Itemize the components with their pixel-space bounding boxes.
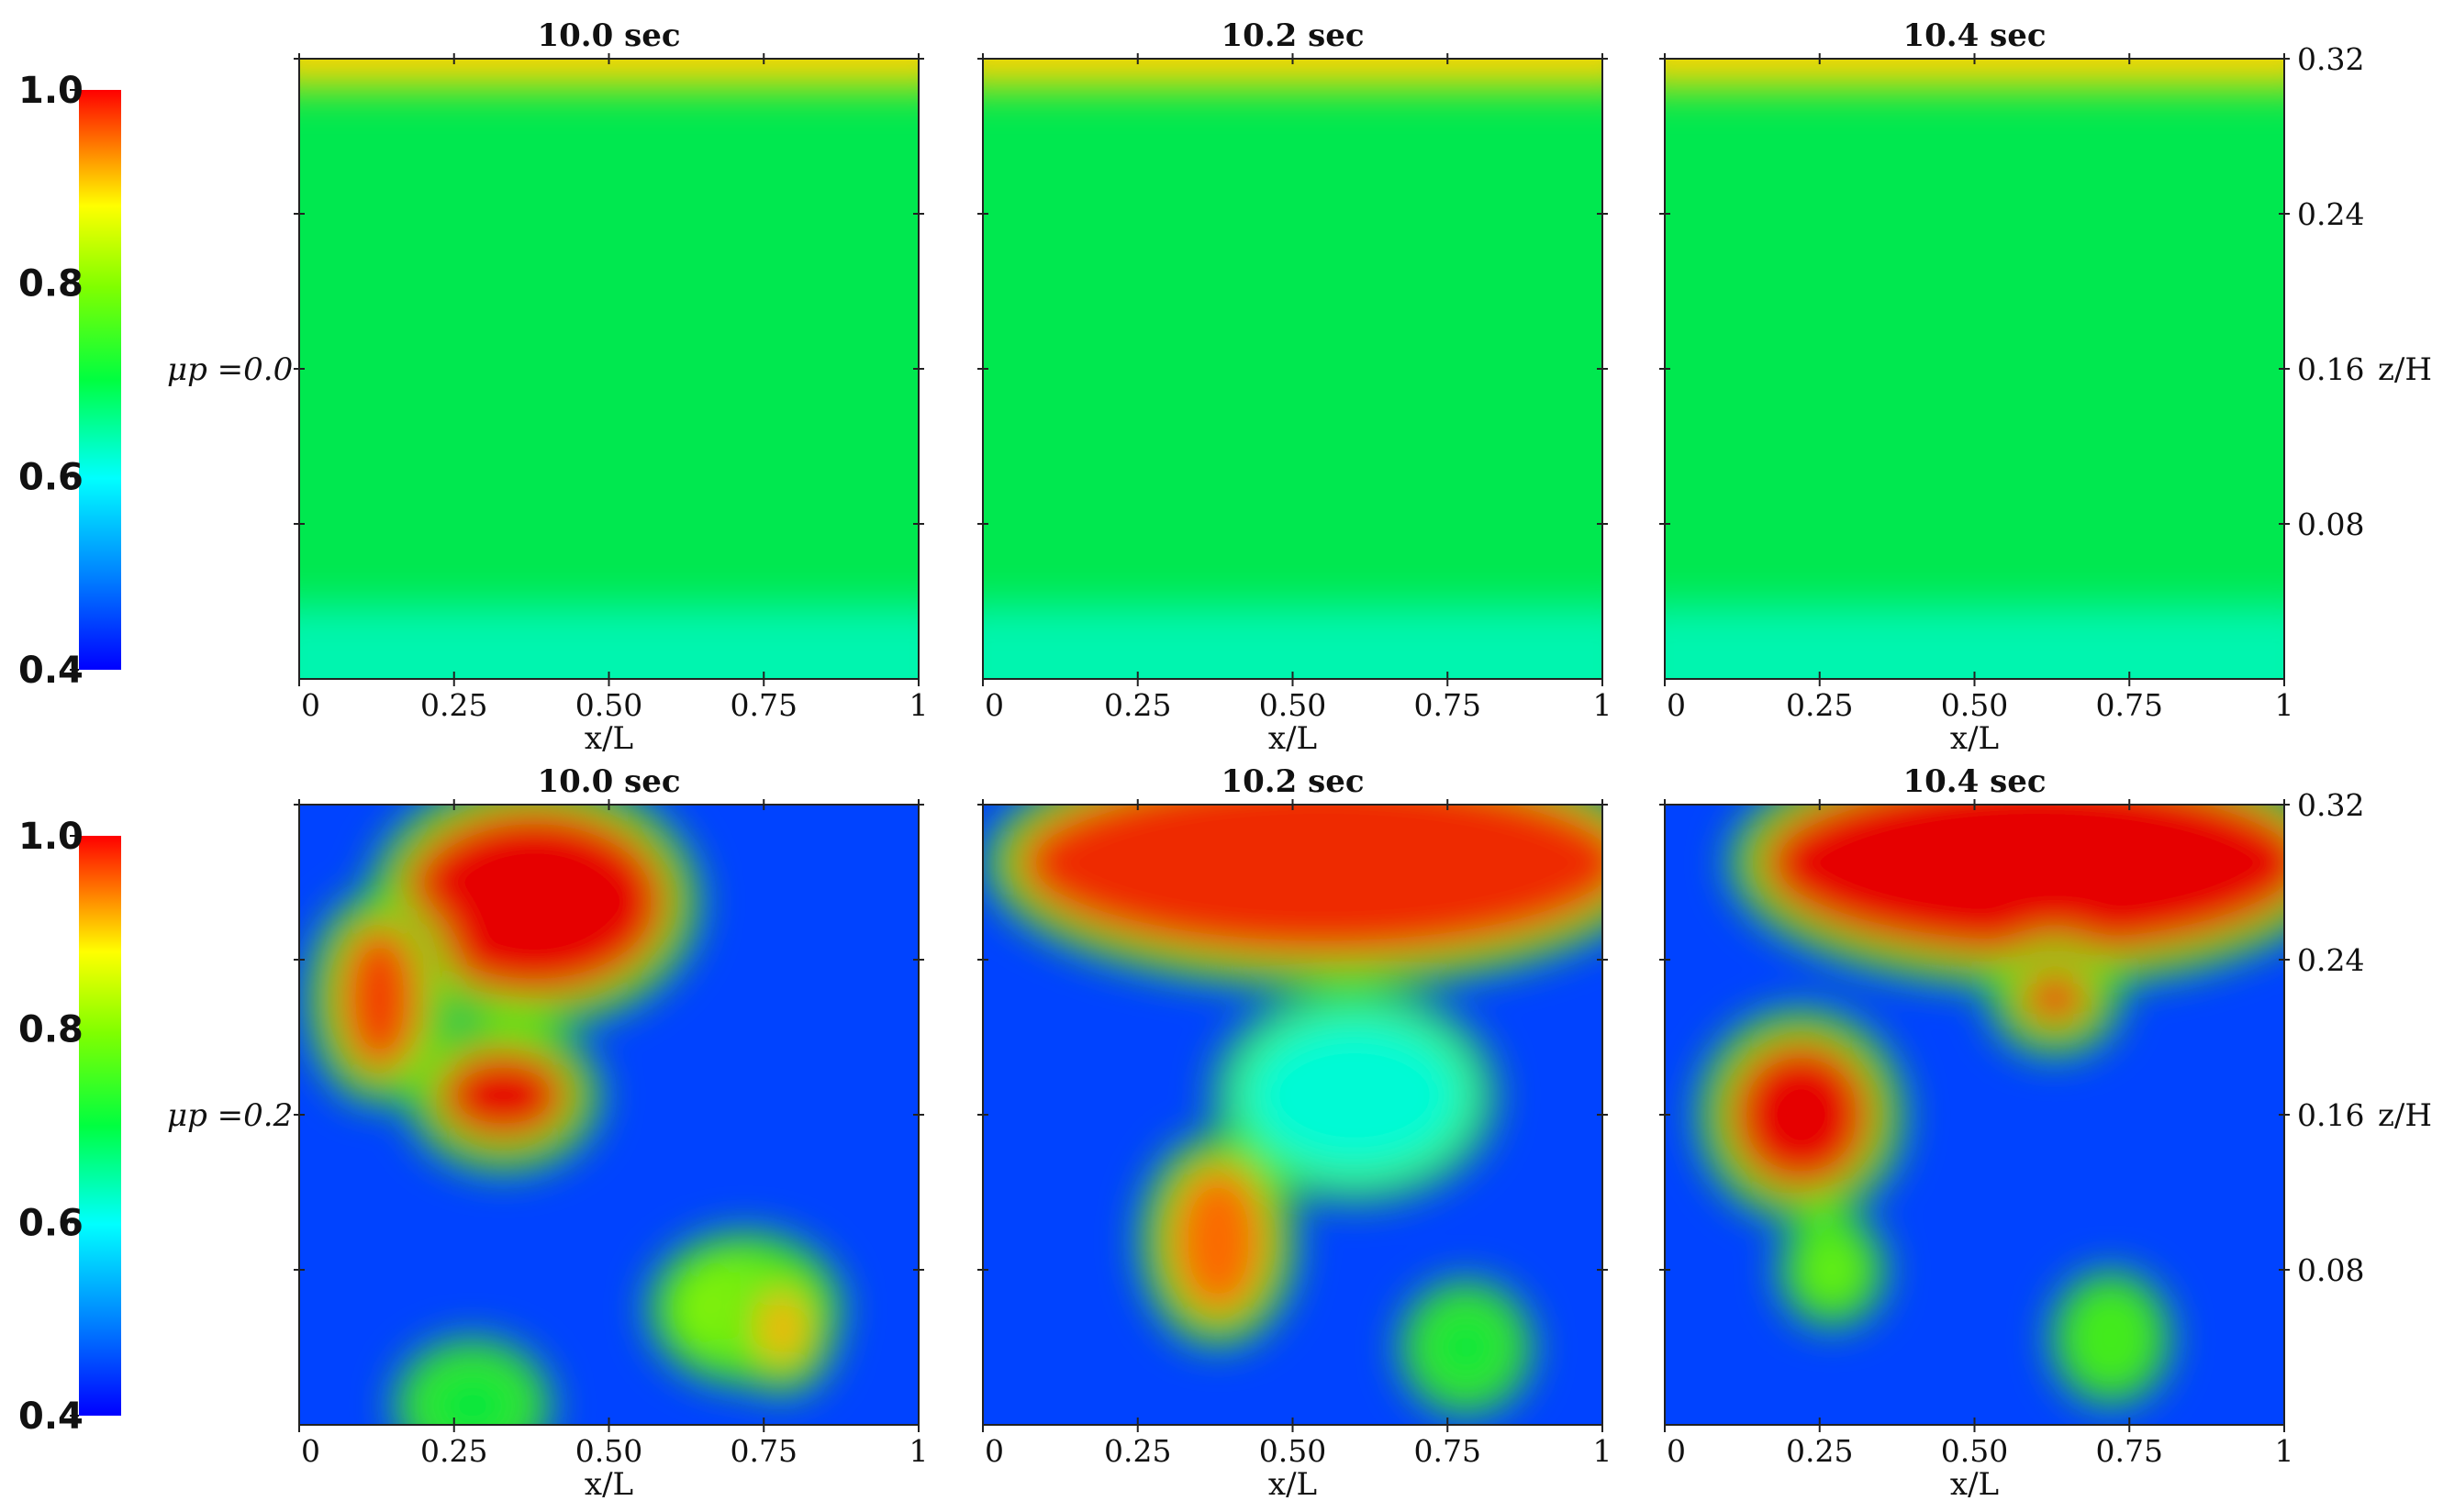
x-tick-label: 0.25 [420,1433,487,1469]
heatmap-background [299,59,919,679]
x-tick-label: 0 [985,687,1004,723]
y-tick-label: 0.08 [2297,506,2364,542]
x-tick-label: 0.75 [1414,687,1481,723]
panel-title: 10.2 sec [1221,763,1364,800]
panel-title: 10.4 sec [1902,17,2046,54]
x-tick-label: 1 [2275,687,2294,723]
x-axis-label: x/L [1950,1466,1999,1503]
y-tick-label: 0.32 [2297,787,2364,823]
x-tick-label: 0.50 [1259,687,1326,723]
heatmap-blob [1429,1308,1503,1386]
heatmap-blob [1757,805,2284,960]
heatmap-panel: 10.2 sec 0 0.25 0.50 0.75 1 x/L [977,763,1612,1503]
heatmap-blob [435,1047,572,1144]
x-tick-label: 1 [2275,1433,2294,1469]
x-tick-label: 0.25 [1104,1433,1171,1469]
x-tick-label: 0.25 [1786,687,1853,723]
heatmap-band [299,606,919,679]
x-tick-label: 0.25 [1104,687,1171,723]
heatmap-panel: 10.4 sec 0 0.25 0.50 0.75 1 x/L [1659,17,2294,757]
y-tick-label: 0.08 [2297,1252,2364,1288]
heatmap-blob [1013,805,1602,960]
y-axis-label: z/H [2378,1097,2432,1134]
heatmap-blob [1243,1017,1467,1173]
y-axis-label: z/H [2378,351,2432,388]
x-tick-label: 0.75 [2096,1433,2163,1469]
heatmap-blob [1807,1240,1857,1299]
y-tick-label: 0.16 [2297,1097,2364,1133]
x-tick-label: 1 [1593,687,1612,723]
x-tick-label: 0 [301,1433,320,1469]
x-tick-label: 0.75 [1414,1433,1481,1469]
y-tick-label: 0.32 [2297,41,2364,77]
heatmap-panel: 10.0 sec 0 0.25 0.50 0.75 1 x/L [294,763,929,1503]
x-tick-label: 0.75 [731,687,798,723]
x-tick-label: 0.50 [1941,687,2008,723]
y-tick-label: 0.24 [2297,196,2364,232]
panel-title: 10.2 sec [1221,17,1364,54]
heatmap-panel: 10.0 sec 0 0.25 0.50 0.75 1 x/L [294,17,929,757]
x-tick-label: 0 [1667,1433,1686,1469]
heatmap-panel: 10.4 sec 0 0.25 0.50 0.75 1 x/L [1659,763,2294,1503]
heatmap-background [983,59,1602,679]
x-axis-label: x/L [1268,1466,1317,1503]
row-label: μp =0.0 [167,351,293,388]
x-tick-label: 1 [909,1433,929,1469]
colorbar [79,836,121,1416]
heatmap-background [1665,59,2284,679]
heatmap-blob [336,920,423,1076]
heatmap-blob [757,1289,808,1367]
x-tick-label: 0.75 [731,1433,798,1469]
heatmap-panel: 10.2 sec 0 0.25 0.50 0.75 1 x/L [977,17,1612,757]
x-tick-label: 0 [1667,687,1686,723]
x-tick-label: 0.50 [1259,1433,1326,1469]
heatmap-blob [2080,1298,2142,1377]
panel-title: 10.4 sec [1902,763,2046,800]
heatmap-blob [2017,969,2092,1028]
x-tick-label: 0 [985,1433,1004,1469]
panel-title: 10.0 sec [537,763,680,800]
heatmap-blob [423,1366,522,1425]
heatmap-band [983,606,1602,679]
x-axis-label: x/L [1950,720,1999,757]
x-axis-label: x/L [585,1466,633,1503]
x-tick-label: 0.25 [420,687,487,723]
heatmap-blob [1726,1037,1876,1193]
y-tick-label: 0.24 [2297,942,2364,978]
x-axis-label: x/L [1268,720,1317,757]
heatmap-blob [1168,1162,1268,1318]
y-tick-label: 0.16 [2297,351,2364,387]
panel-title: 10.0 sec [537,17,680,54]
x-axis-label: x/L [585,720,633,757]
x-tick-label: 0.75 [2096,687,2163,723]
x-tick-label: 0.50 [575,687,642,723]
x-tick-label: 0 [301,687,320,723]
row-label: μp =0.2 [167,1097,293,1134]
x-tick-label: 1 [1593,1433,1612,1469]
x-tick-label: 0.50 [1941,1433,2008,1469]
x-tick-label: 1 [909,687,929,723]
heatmap-blob [398,805,671,999]
heatmap-band [1665,606,2284,679]
x-tick-label: 0.50 [575,1433,642,1469]
x-tick-label: 0.25 [1786,1433,1853,1469]
colorbar [79,90,121,670]
